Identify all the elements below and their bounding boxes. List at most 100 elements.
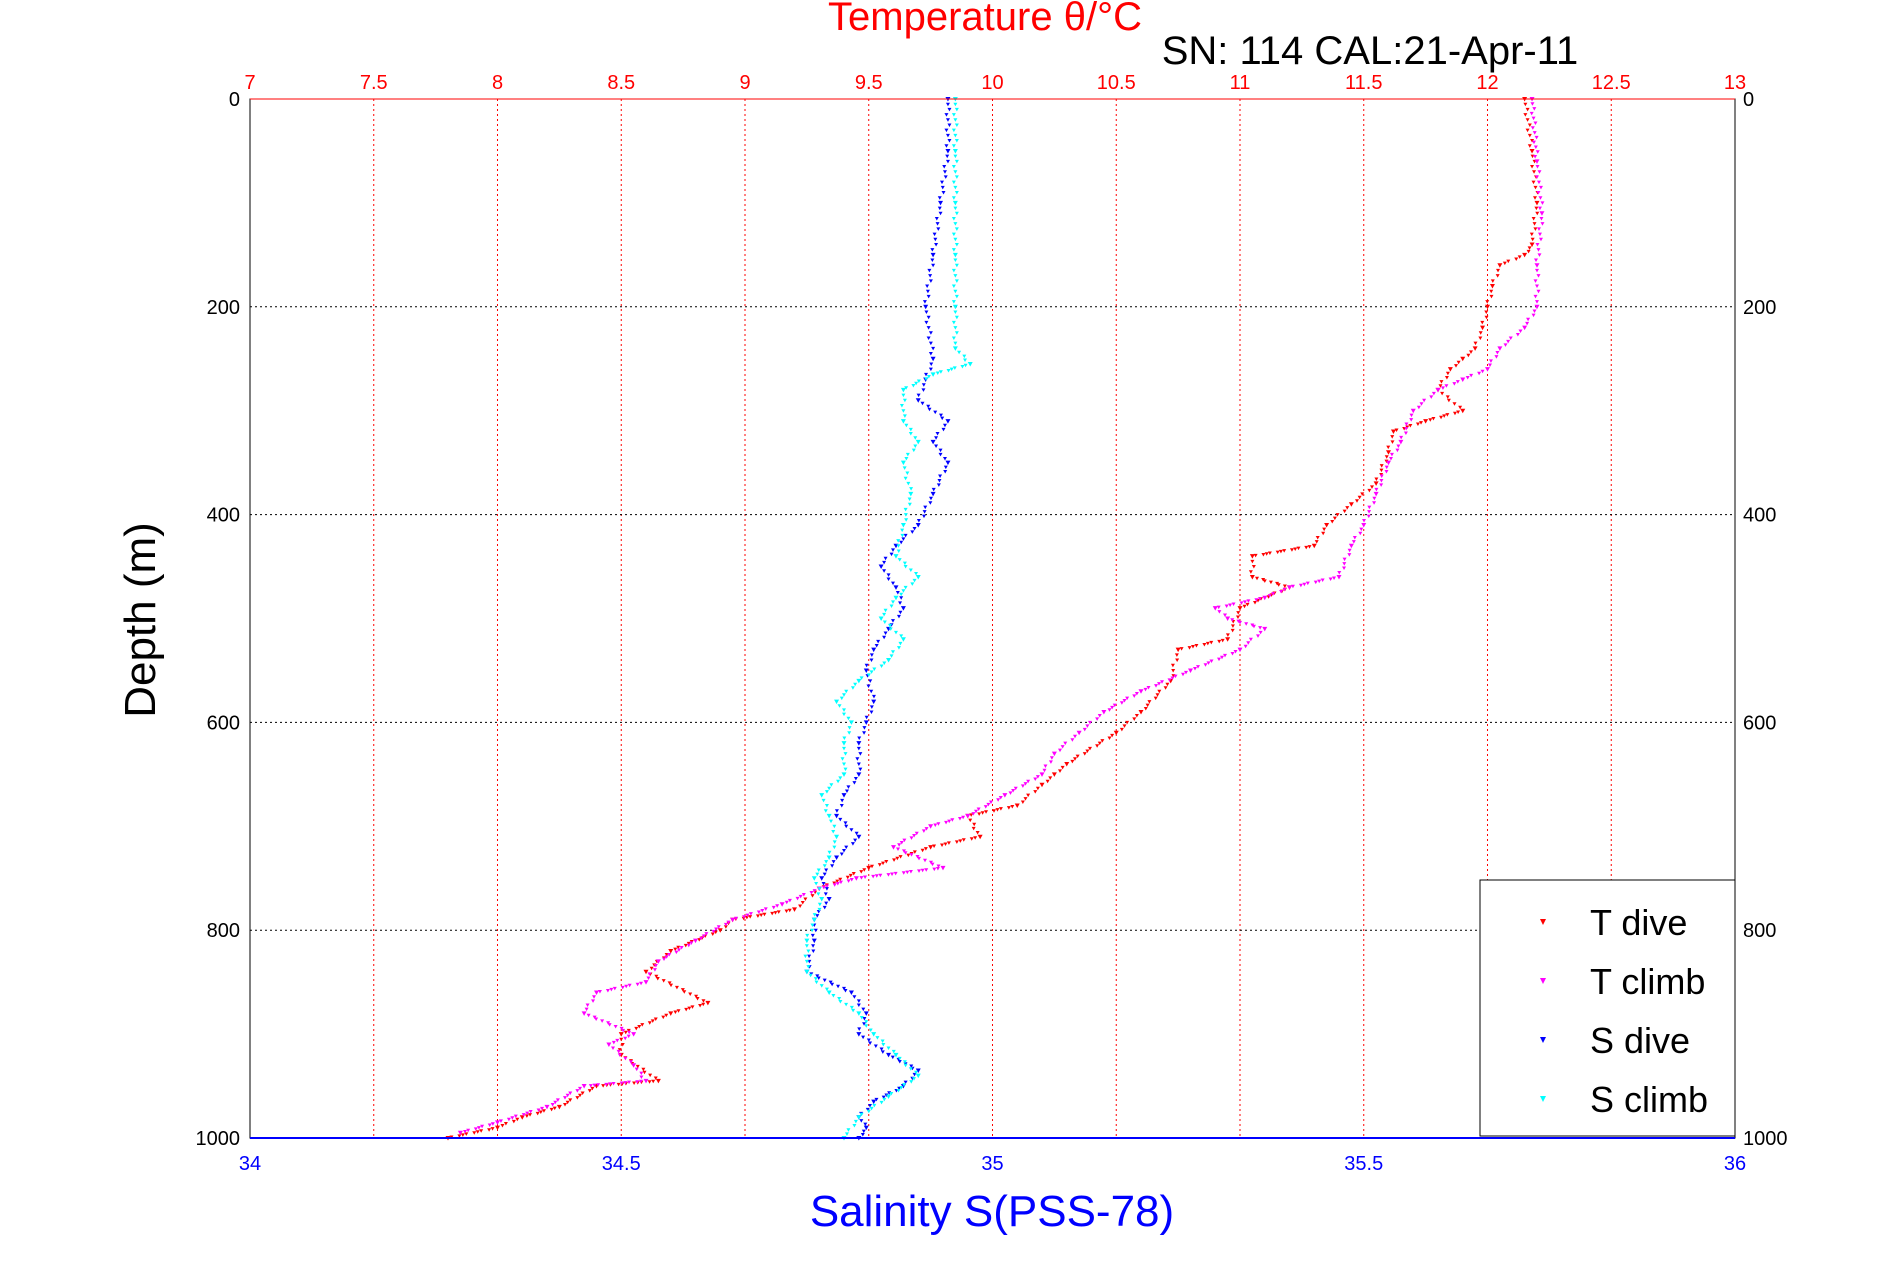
data-point (1220, 655, 1224, 660)
data-point (839, 852, 844, 857)
data-point (642, 1070, 647, 1075)
data-point (898, 641, 903, 646)
data-point (1372, 501, 1377, 505)
data-point (694, 994, 699, 999)
data-point (846, 716, 851, 721)
bottom-tick-label: 34 (239, 1153, 261, 1175)
data-point (937, 478, 942, 483)
data-point (1533, 227, 1538, 231)
data-point (914, 831, 919, 836)
left-tick-label: 600 (207, 712, 240, 734)
data-point (945, 148, 951, 154)
data-point (779, 902, 785, 907)
data-point (1452, 411, 1457, 416)
data-point (871, 699, 877, 705)
data-point (553, 1100, 558, 1105)
data-point (1048, 760, 1053, 764)
data-point (843, 821, 848, 825)
data-point (904, 456, 909, 461)
data-point (591, 999, 596, 1003)
data-point (879, 1100, 884, 1105)
data-point (1533, 279, 1538, 283)
data-point (698, 1004, 703, 1008)
data-point (903, 585, 908, 590)
data-point (1533, 145, 1538, 149)
data-point (713, 930, 718, 935)
data-point (849, 1005, 854, 1010)
data-point (1235, 615, 1240, 620)
data-point (1532, 309, 1537, 313)
data-point (839, 804, 844, 808)
data-point (613, 1025, 618, 1029)
data-point (945, 102, 950, 107)
data-point (944, 128, 949, 133)
data-point (1525, 107, 1530, 112)
data-point (1536, 274, 1541, 278)
data-point (1469, 373, 1474, 378)
data-point (495, 1120, 500, 1125)
data-point (1508, 336, 1513, 340)
data-point (650, 1019, 655, 1023)
data-point (888, 623, 893, 628)
data-point (936, 483, 941, 487)
data-point (954, 139, 959, 143)
data-point (886, 1094, 892, 1099)
y-axis-label: Depth (m) (116, 522, 165, 718)
data-point (640, 1023, 645, 1027)
data-point (939, 180, 944, 185)
data-point (578, 1086, 582, 1091)
top-tick-label: 8.5 (607, 72, 635, 94)
data-point (1045, 779, 1050, 784)
data-point (947, 107, 952, 112)
data-point (941, 427, 946, 432)
data-point (1167, 678, 1172, 682)
data-point (839, 696, 844, 701)
data-point (1539, 211, 1545, 216)
data-point (830, 982, 835, 987)
data-point (1253, 553, 1258, 558)
data-point (896, 614, 901, 619)
data-point (1293, 547, 1298, 551)
data-point (473, 1127, 478, 1131)
data-point (1237, 647, 1243, 653)
data-point (556, 1104, 562, 1110)
data-point (930, 372, 936, 377)
data-point (909, 1080, 914, 1084)
data-point (624, 984, 629, 989)
data-point (1446, 398, 1451, 403)
top-tick-label: 11.5 (1345, 72, 1382, 94)
data-point (889, 604, 894, 609)
data-point (1311, 543, 1317, 549)
data-point (866, 1038, 871, 1043)
data-point (916, 393, 921, 398)
data-point (951, 320, 956, 325)
data-point (938, 448, 943, 453)
data-point (899, 596, 904, 600)
data-point (921, 829, 926, 833)
data-point (1379, 474, 1384, 479)
data-point (690, 1005, 695, 1009)
data-point (866, 865, 872, 871)
data-point (1347, 553, 1352, 557)
data-point (1398, 439, 1404, 445)
data-point (924, 310, 929, 314)
series-t-climb (457, 97, 1545, 1136)
data-point (1119, 701, 1124, 705)
data-point (943, 465, 948, 470)
data-point (787, 908, 792, 913)
data-point (850, 842, 855, 846)
data-point (1408, 424, 1413, 428)
data-point (1175, 658, 1180, 663)
data-point (875, 1036, 880, 1040)
data-point (954, 191, 959, 195)
data-point (878, 564, 884, 570)
data-point (1525, 321, 1530, 326)
data-point (627, 1030, 632, 1035)
data-point (891, 581, 896, 586)
data-point (897, 1056, 902, 1061)
data-point (903, 513, 908, 517)
data-point (1480, 325, 1486, 331)
data-point (1237, 606, 1243, 611)
data-point (655, 1078, 661, 1084)
data-point (940, 843, 945, 848)
